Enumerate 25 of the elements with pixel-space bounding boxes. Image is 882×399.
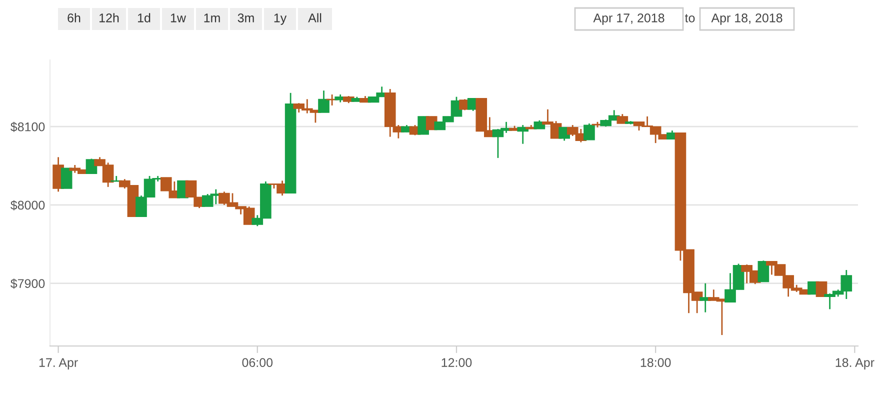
y-tick-label: $8100 [10,122,45,132]
candlestick [318,90,330,114]
text: 1d [138,13,150,22]
x-tick-label: 18:00 [640,358,671,367]
x-tick-label: 06:00 [242,358,273,367]
candlestick [816,281,828,297]
candlestick [60,168,72,189]
text: Apr 18, 2018 [711,14,782,25]
text: 1w [170,14,186,22]
y-tick-label: $7900 [10,278,45,289]
x-tick-label: 12:00 [442,358,472,367]
text: All [308,13,322,22]
y-tick-label: $8000 [10,200,45,210]
x-tick-label: 18. Apr [836,358,874,370]
text: 6h [68,13,80,22]
text: 1y [274,14,287,25]
x-tick-label: 17. Apr [39,358,78,370]
candlestick [584,122,595,141]
candlestick [616,113,628,124]
text: 3m [238,14,254,22]
text: 12h [100,13,119,22]
text: Apr 17, 2018 [593,14,664,25]
text: to [684,14,695,22]
candlestick [758,260,770,282]
text: 1m [204,14,220,22]
